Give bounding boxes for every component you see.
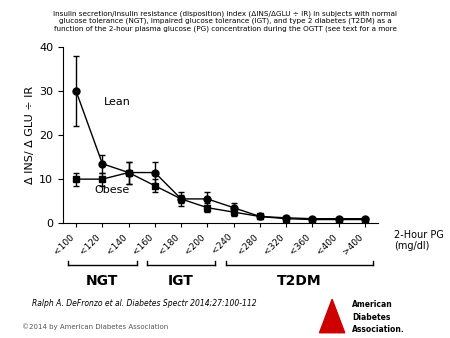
Text: 2-Hour PG
(mg/dl): 2-Hour PG (mg/dl) bbox=[394, 230, 444, 251]
Text: American: American bbox=[352, 300, 393, 309]
Text: T2DM: T2DM bbox=[277, 274, 322, 288]
Text: Lean: Lean bbox=[104, 97, 130, 107]
Text: Ralph A. DeFronzo et al. Diabetes Spectr 2014;27:100-112: Ralph A. DeFronzo et al. Diabetes Spectr… bbox=[32, 299, 256, 308]
Text: NGT: NGT bbox=[86, 274, 118, 288]
Text: Obese: Obese bbox=[94, 185, 130, 195]
Text: Diabetes: Diabetes bbox=[352, 313, 391, 322]
Text: Association.: Association. bbox=[352, 325, 405, 334]
Polygon shape bbox=[320, 299, 345, 333]
Text: Insulin secretion/insulin resistance (disposition) index (ΔINS/ΔGLU ÷ IR) in sub: Insulin secretion/insulin resistance (di… bbox=[53, 10, 397, 32]
Y-axis label: Δ INS/ Δ GLU ÷ IR: Δ INS/ Δ GLU ÷ IR bbox=[25, 86, 35, 184]
Text: IGT: IGT bbox=[168, 274, 194, 288]
Text: ©2014 by American Diabetes Association: ©2014 by American Diabetes Association bbox=[22, 323, 169, 330]
